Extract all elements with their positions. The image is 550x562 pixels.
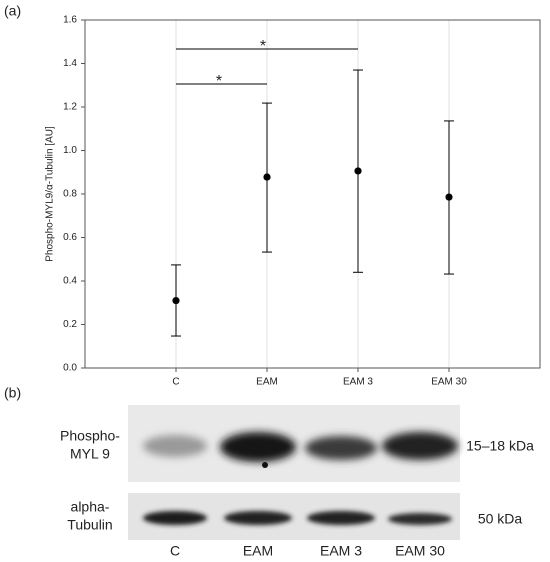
point (445, 193, 453, 201)
x-tick-label: EAM 30 (431, 377, 467, 388)
size-label: 50 kDa (478, 511, 523, 527)
point (263, 173, 271, 181)
annotation: * (216, 73, 222, 90)
row-label: Tubulin (67, 517, 112, 533)
y-tick-label: 0.8 (63, 189, 77, 200)
blot-spot (262, 462, 268, 468)
plot-frame (84, 19, 541, 369)
y-tick-label: 1.6 (63, 15, 77, 26)
plot: 0.0 0.2 0.4 0.6 0.8 1.0 1.2 1.4 1.6 C EAM EAM 3 EAM … (63, 15, 467, 388)
band (224, 511, 292, 525)
panel-label: (a) (4, 3, 21, 19)
lane-label: C (170, 543, 180, 559)
band (307, 511, 375, 525)
y-tick-label: 0.2 (63, 319, 77, 330)
lane-label: EAM 3 (320, 543, 362, 559)
blot-bands (143, 511, 452, 525)
band (305, 436, 377, 460)
band (143, 511, 207, 525)
significance-brackets (176, 48, 358, 85)
band (382, 432, 458, 460)
band (143, 435, 207, 457)
row-label: alpha- (71, 499, 110, 515)
point (354, 167, 362, 175)
y-tick-label: 0.6 (63, 232, 77, 243)
row-label: MYL 9 (70, 446, 110, 462)
lane-label: EAM (243, 543, 273, 559)
x-tick-label: EAM 3 (343, 377, 373, 388)
size-label: 15–18 kDa (466, 438, 534, 454)
panel-label: (b) (4, 385, 21, 401)
blot-bands (143, 432, 458, 462)
y-tick-label: 1.4 (63, 58, 77, 69)
annotation: * (260, 38, 266, 55)
y-tick-label: 0.4 (63, 276, 77, 287)
row-label: Phospho- (60, 428, 120, 444)
y-tick-label: 1.2 (63, 102, 77, 113)
x-tick-label: C (172, 377, 179, 388)
y-tick-label: 1.0 (63, 145, 77, 156)
y-axis-label: Phospho-MYL9/α-Tubulin [AU] (45, 126, 56, 262)
y-tick-label: 0.0 (63, 363, 77, 374)
band (388, 513, 452, 525)
band (220, 432, 296, 462)
lane-label: EAM 30 (395, 543, 445, 559)
x-tick-label: EAM (256, 377, 278, 388)
point (172, 296, 180, 305)
